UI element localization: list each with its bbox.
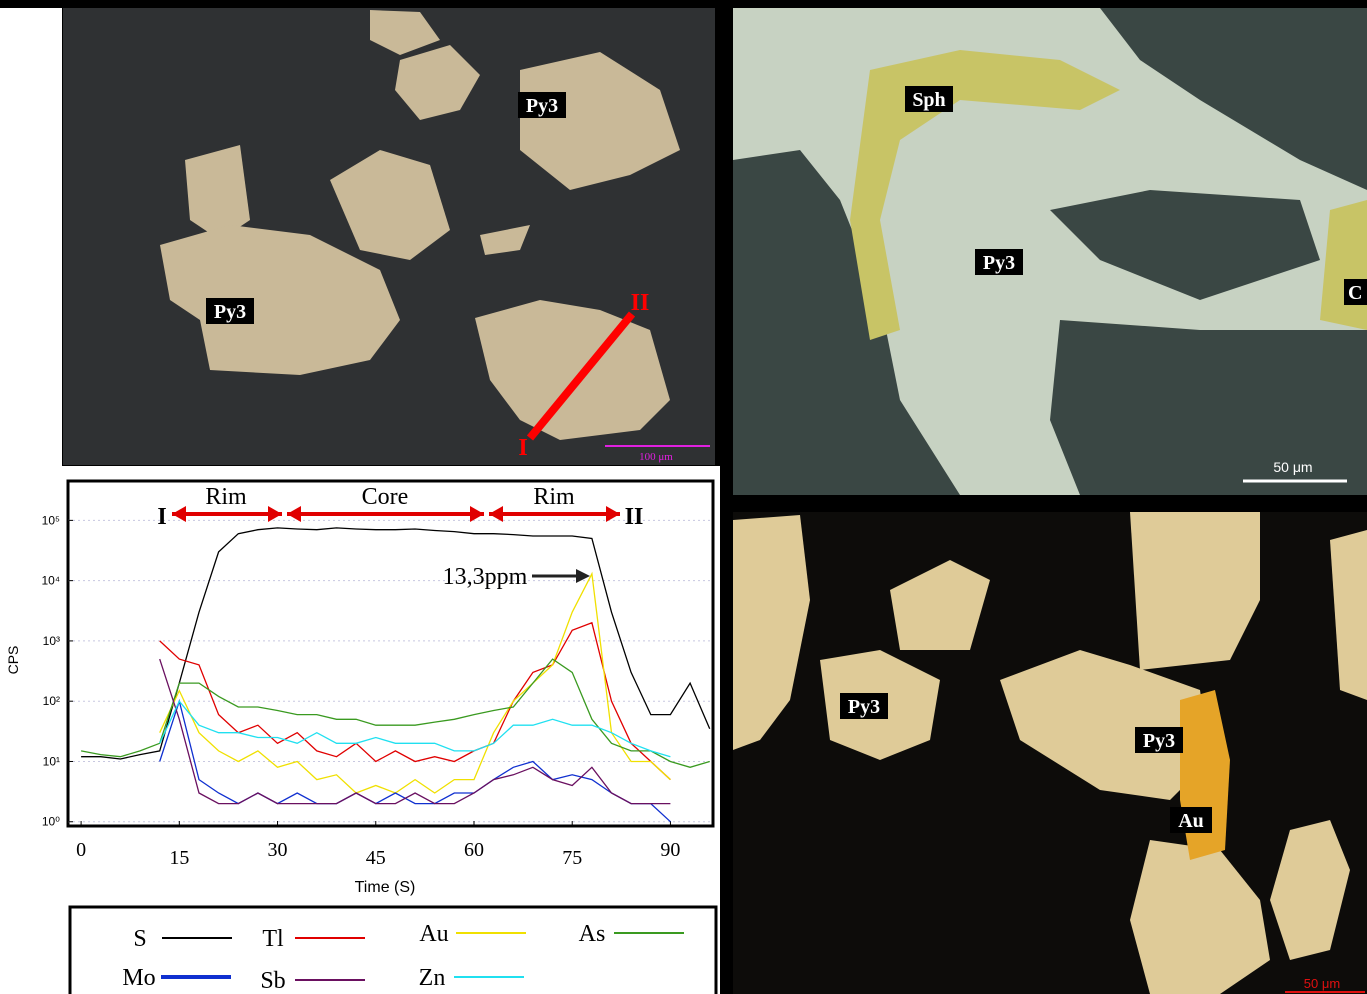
annotation: Rim bbox=[205, 484, 247, 510]
legend-label: Zn bbox=[419, 965, 446, 991]
mineral-label: Py3 bbox=[526, 95, 558, 117]
profile-start: I bbox=[518, 435, 527, 461]
y-tick-label: 10⁰ bbox=[42, 815, 60, 829]
margin bbox=[0, 8, 62, 466]
scale-bar-label: 50 μm bbox=[1273, 459, 1312, 475]
y-tick-label: 10³ bbox=[43, 634, 60, 648]
mineral-label: Py3 bbox=[848, 696, 880, 718]
mineral-label: Py3 bbox=[1143, 730, 1175, 752]
annotation: Core bbox=[362, 484, 409, 510]
legend-label: As bbox=[579, 921, 606, 947]
y-tick-label: 10⁴ bbox=[41, 574, 60, 588]
legend-label: Mo bbox=[122, 965, 155, 991]
y-tick-label: 10² bbox=[43, 694, 60, 708]
legend bbox=[70, 907, 716, 994]
y-axis-label: CPS bbox=[5, 646, 21, 675]
y-tick-label: 10¹ bbox=[43, 754, 60, 768]
scale-bar-label: 50 μm bbox=[1304, 976, 1340, 991]
x-axis-label: Time (S) bbox=[355, 879, 416, 896]
x-tick-label: 75 bbox=[562, 847, 582, 869]
profile-end: II bbox=[631, 290, 650, 316]
x-tick-label: 60 bbox=[464, 839, 484, 861]
annotation: 13,3ppm bbox=[443, 564, 528, 590]
mineral-label: C bbox=[1348, 282, 1362, 304]
annotation: I bbox=[157, 504, 166, 530]
mineral-label: Sph bbox=[912, 89, 945, 111]
legend-label: Tl bbox=[262, 926, 284, 952]
x-tick-label: 15 bbox=[169, 847, 189, 869]
mineral-label: Py3 bbox=[214, 301, 246, 323]
annotation: II bbox=[625, 504, 644, 530]
micrograph-top-left bbox=[63, 8, 715, 465]
mineral-label: Py3 bbox=[983, 252, 1015, 274]
scale-bar-label: 100 μm bbox=[639, 451, 673, 463]
figure: Py3 Py3 I II 100 μm Sph Py3 C 50 μm Py3 … bbox=[0, 0, 1367, 994]
x-tick-label: 90 bbox=[660, 839, 680, 861]
legend-label: Sb bbox=[260, 968, 285, 994]
mineral-label: Au bbox=[1178, 810, 1204, 832]
legend-label: Au bbox=[419, 921, 448, 947]
y-tick-label: 10⁵ bbox=[42, 513, 60, 527]
x-tick-label: 30 bbox=[268, 839, 288, 861]
legend-label: S bbox=[133, 926, 146, 952]
micrograph-top-right bbox=[733, 8, 1367, 495]
x-tick-label: 45 bbox=[366, 847, 386, 869]
plot-frame bbox=[68, 481, 713, 826]
micrograph-bottom-right bbox=[733, 512, 1367, 994]
page: {"panels":{"top_left":{"labels":["Py3","… bbox=[0, 0, 1367, 994]
x-tick-label: 0 bbox=[76, 839, 86, 861]
annotation: Rim bbox=[533, 484, 575, 510]
